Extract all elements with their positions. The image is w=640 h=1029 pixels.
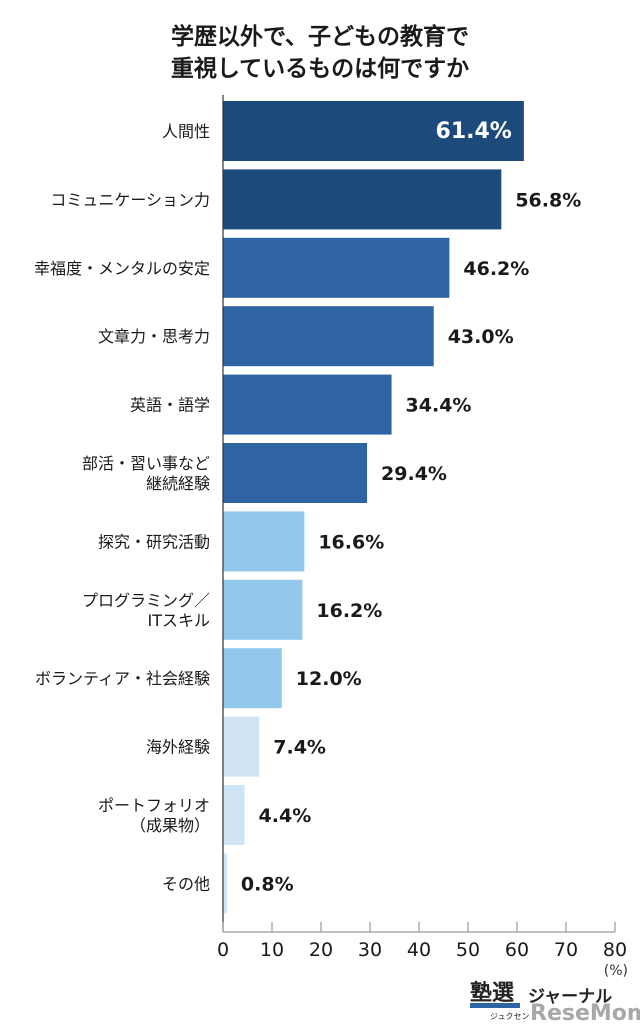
category-label: その他 — [162, 874, 210, 893]
category-label: コミュニケーション力 — [50, 190, 210, 209]
x-tick-label: 60 — [505, 939, 529, 961]
x-tick-label: 50 — [456, 939, 480, 961]
category-label: 部活・習い事など継続経験 — [82, 454, 210, 493]
x-tick-label: 10 — [260, 939, 284, 961]
value-label: 16.2% — [316, 600, 382, 622]
category-label: ボランティア・社会経験 — [35, 669, 210, 688]
category-label-line: ITスキル — [148, 611, 211, 630]
x-tick-label: 40 — [407, 939, 431, 961]
bar — [223, 443, 368, 503]
category-label: 幸福度・メンタルの安定 — [34, 259, 210, 278]
bar — [223, 101, 524, 161]
value-label: 56.8% — [515, 189, 581, 211]
bar — [223, 306, 434, 367]
value-label: 29.4% — [381, 463, 447, 485]
category-label: 文章力・思考力 — [98, 327, 210, 346]
logo-brand: 塾選 — [470, 980, 514, 1006]
category-label-line: 人間性 — [162, 122, 210, 141]
category-label-line: コミュニケーション力 — [50, 190, 210, 209]
category-label-line: ボランティア・社会経験 — [35, 669, 210, 688]
category-label: 海外経験 — [146, 738, 210, 757]
bar — [223, 511, 305, 572]
category-label: 英語・語学 — [130, 396, 210, 415]
value-label: 46.2% — [463, 258, 529, 280]
category-label: ポートフォリオ（成果物） — [98, 796, 210, 835]
chart-title-line-2: 重視しているものは何ですか — [171, 56, 469, 82]
category-label-line: プログラミング／ — [82, 591, 210, 610]
value-label: 0.8% — [241, 873, 294, 895]
category-label-line: 英語・語学 — [130, 396, 210, 415]
logo: 塾選 ジュクセン ジャーナル ReseMom — [470, 980, 640, 1026]
logo-pencil-icon — [470, 1003, 520, 1008]
value-label: 61.4% — [436, 119, 512, 144]
category-label-line: 海外経験 — [146, 738, 210, 757]
value-label: 4.4% — [259, 805, 312, 827]
value-label: 43.0% — [448, 326, 514, 348]
category-label-line: 部活・習い事など — [82, 454, 210, 473]
value-label: 34.4% — [406, 395, 472, 417]
x-tick-label: 70 — [554, 939, 578, 961]
x-tick-label: 30 — [358, 939, 382, 961]
bar — [223, 648, 282, 709]
category-label-line: （成果物） — [130, 816, 210, 835]
bar — [223, 853, 227, 914]
category-label: プログラミング／ ITスキル — [82, 591, 210, 630]
x-axis-unit: (%) — [604, 963, 628, 979]
bar — [223, 169, 502, 230]
value-label: 16.6% — [318, 531, 384, 553]
bar — [223, 374, 392, 435]
category-label-line: 幸福度・メンタルの安定 — [34, 259, 210, 278]
value-label: 7.4% — [273, 737, 326, 759]
bar — [223, 716, 260, 777]
logo-journal: ジャーナル — [528, 987, 612, 1007]
x-tick-label: 0 — [217, 939, 229, 961]
logo-brand-reading: ジュクセン — [490, 1012, 529, 1021]
category-label-line: その他 — [162, 874, 210, 893]
category-label-line: 文章力・思考力 — [98, 327, 210, 346]
category-label: 探究・研究活動 — [98, 532, 210, 551]
category-label-line: 探究・研究活動 — [98, 532, 210, 551]
x-tick-label: 20 — [309, 939, 333, 961]
bar — [223, 237, 450, 298]
chart-title-line-1: 学歴以外で、子どもの教育で — [171, 23, 469, 50]
category-label-line: 継続経験 — [146, 474, 210, 493]
logo-resemom: ReseMom — [530, 1001, 640, 1026]
category-label: 人間性 — [162, 122, 210, 141]
value-label: 12.0% — [296, 668, 362, 690]
bar — [223, 579, 303, 640]
category-label-line: ポートフォリオ — [98, 796, 210, 815]
x-tick-label: 80 — [603, 939, 627, 961]
bar — [223, 785, 245, 845]
